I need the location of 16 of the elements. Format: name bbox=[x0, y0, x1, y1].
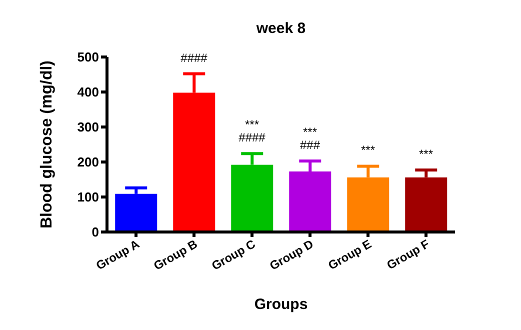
annotation: *** bbox=[244, 118, 260, 132]
annotation: ### bbox=[300, 138, 320, 152]
y-tick-label: 300 bbox=[77, 120, 99, 135]
y-tick-label: 0 bbox=[92, 224, 99, 240]
annotation: *** bbox=[360, 143, 376, 158]
y-tick-label: 400 bbox=[77, 84, 99, 100]
y-tick-label: 100 bbox=[77, 190, 99, 205]
annotation: #### bbox=[180, 50, 208, 65]
y-tick-label: 200 bbox=[77, 154, 99, 170]
x-axis-title: Groups bbox=[254, 296, 308, 313]
y-tick-label: 500 bbox=[77, 50, 99, 65]
annotation: *** bbox=[418, 147, 434, 162]
annotation: *** bbox=[302, 124, 318, 139]
annotation: #### bbox=[238, 130, 266, 145]
chart-title: week 8 bbox=[255, 20, 307, 37]
y-axis-title: Blood glucose (mg/dl) bbox=[38, 60, 56, 228]
